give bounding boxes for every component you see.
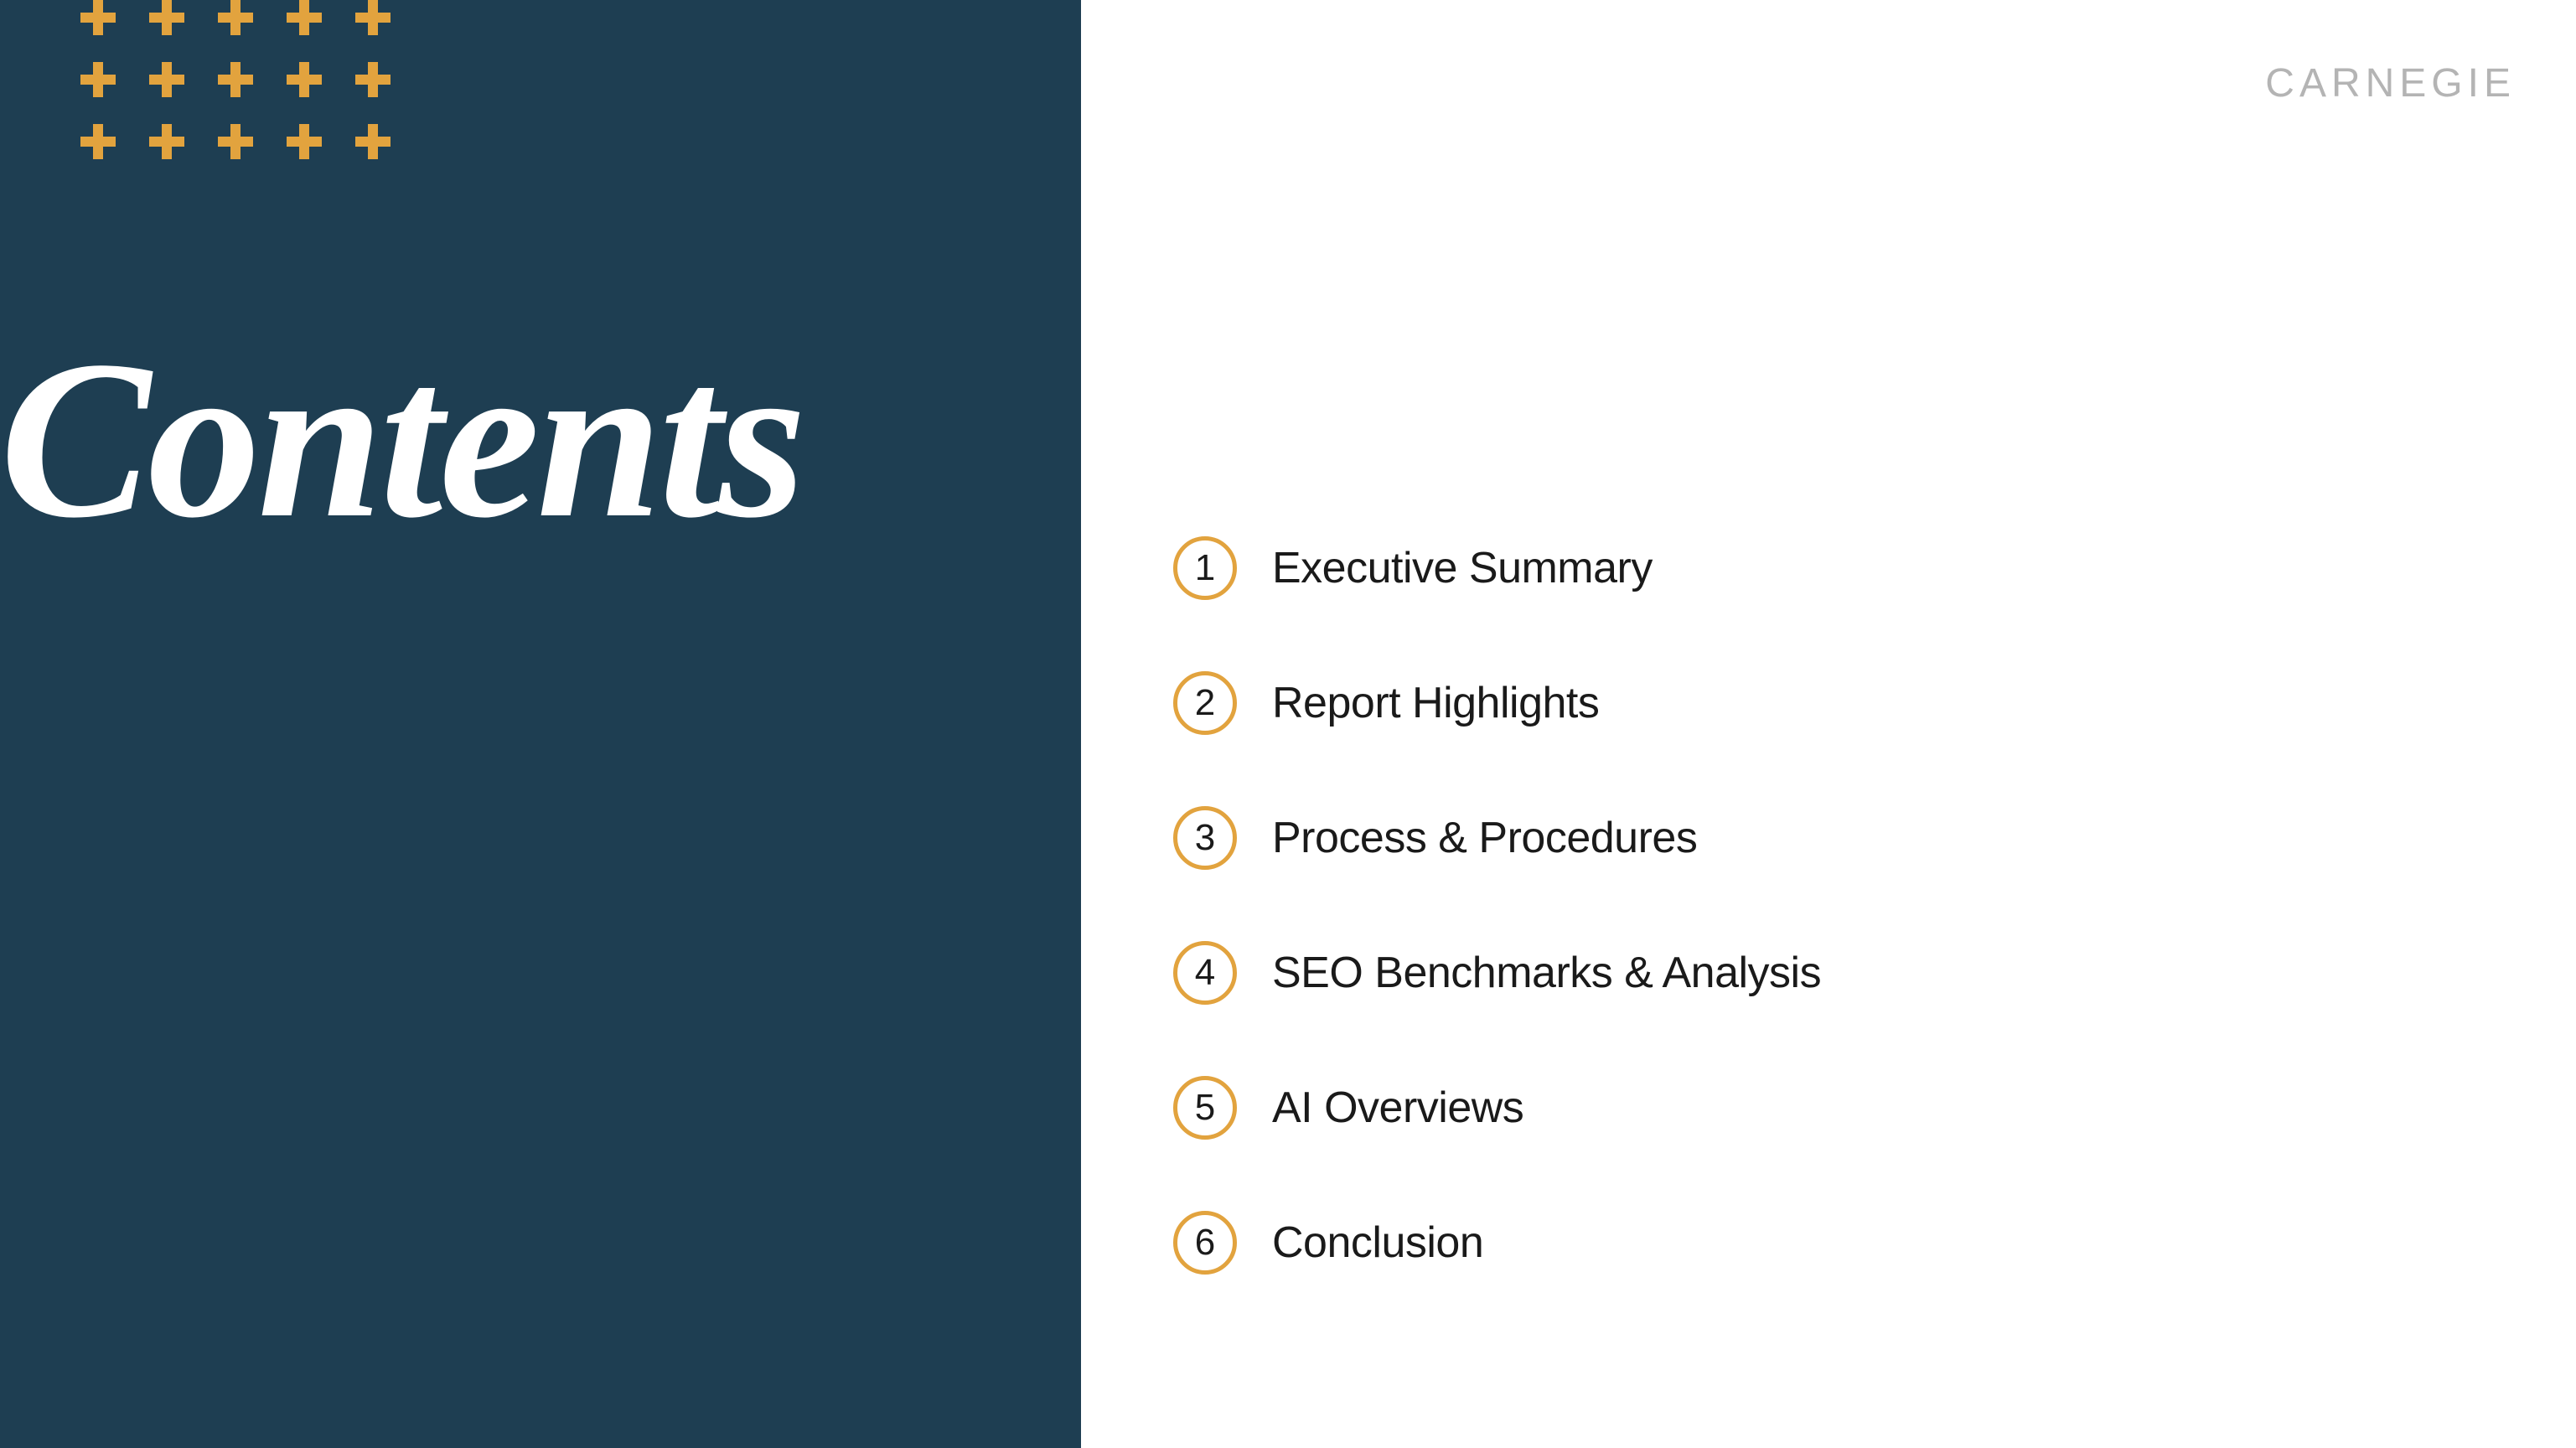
- toc-number: 1: [1173, 536, 1237, 600]
- toc-label: AI Overviews: [1272, 1083, 1523, 1133]
- toc-number: 3: [1173, 806, 1237, 870]
- toc-number: 6: [1173, 1211, 1237, 1275]
- plus-icon: [287, 62, 322, 97]
- plus-icon: [218, 124, 253, 159]
- plus-icon: [355, 0, 391, 35]
- toc-number: 2: [1173, 671, 1237, 735]
- toc-label: Report Highlights: [1272, 678, 1599, 728]
- plus-icon: [149, 0, 184, 35]
- page-title: Contents: [0, 327, 803, 553]
- plus-decoration-grid: [80, 0, 391, 159]
- plus-icon: [80, 0, 116, 35]
- toc-label: Process & Procedures: [1272, 813, 1697, 863]
- brand-logo-text: CARNEGIE: [2265, 60, 2516, 106]
- toc-item-ai-overviews: 5 AI Overviews: [1173, 1076, 1821, 1140]
- toc-item-process-procedures: 3 Process & Procedures: [1173, 806, 1821, 870]
- table-of-contents: 1 Executive Summary 2 Report Highlights …: [1173, 536, 1821, 1275]
- right-panel: CARNEGIE 1 Executive Summary 2 Report Hi…: [1081, 0, 2576, 1448]
- plus-icon: [287, 0, 322, 35]
- toc-label: Executive Summary: [1272, 543, 1653, 593]
- plus-icon: [355, 62, 391, 97]
- plus-icon: [149, 62, 184, 97]
- plus-icon: [287, 124, 322, 159]
- plus-icon: [355, 124, 391, 159]
- plus-icon: [149, 124, 184, 159]
- toc-label: SEO Benchmarks & Analysis: [1272, 948, 1821, 998]
- plus-icon: [80, 62, 116, 97]
- toc-item-executive-summary: 1 Executive Summary: [1173, 536, 1821, 600]
- left-panel: Contents: [0, 0, 1081, 1448]
- toc-number: 5: [1173, 1076, 1237, 1140]
- toc-number: 4: [1173, 941, 1237, 1005]
- toc-item-conclusion: 6 Conclusion: [1173, 1211, 1821, 1275]
- plus-icon: [218, 0, 253, 35]
- plus-icon: [218, 62, 253, 97]
- toc-label: Conclusion: [1272, 1218, 1483, 1268]
- plus-icon: [80, 124, 116, 159]
- toc-item-report-highlights: 2 Report Highlights: [1173, 671, 1821, 735]
- toc-item-seo-benchmarks: 4 SEO Benchmarks & Analysis: [1173, 941, 1821, 1005]
